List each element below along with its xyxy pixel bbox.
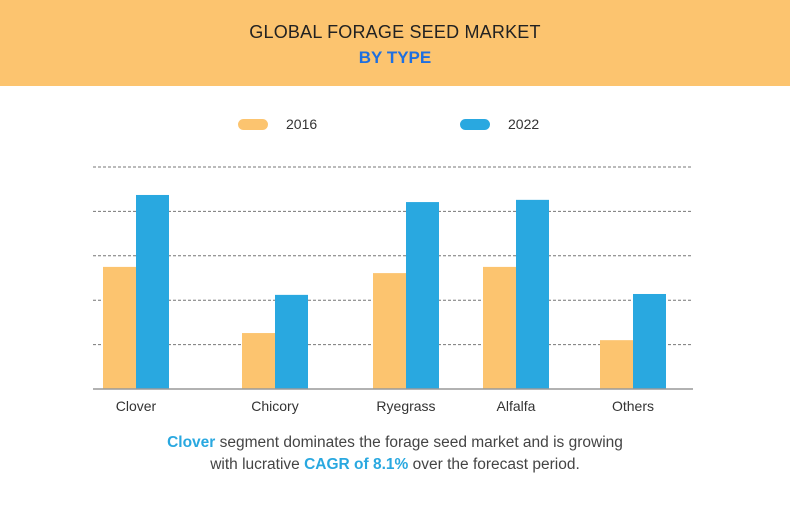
bar-alfalfa-2016 [483, 266, 516, 389]
caption-text: segment dominates the forage seed market… [215, 434, 623, 451]
legend-swatch-2022 [460, 118, 490, 130]
chart-title: GLOBAL FORAGE SEED MARKET [249, 22, 541, 42]
bar-chicory-2016 [242, 333, 275, 389]
x-tick-label: Clover [116, 398, 157, 414]
chart-subtitle: BY TYPE [358, 48, 432, 67]
bar-chart: Clover Chicory Ryegrass Alfalfa Others [93, 166, 693, 414]
x-tick-label: Chicory [251, 398, 298, 414]
bar-alfalfa-2022 [516, 199, 549, 389]
x-tick-label: Alfalfa [497, 398, 536, 414]
legend-swatch-2016 [238, 118, 268, 130]
caption-highlight-cagr: CAGR of 8.1% [304, 456, 409, 473]
bar-chicory-2022 [275, 294, 308, 389]
bar-others-2016 [600, 340, 633, 389]
bar-clover-2016 [103, 266, 136, 389]
legend-item-2022: 2022 [460, 116, 539, 132]
caption-text: over the forecast period. [408, 456, 580, 473]
bar-ryegrass-2022 [406, 202, 439, 389]
x-tick-label: Others [612, 398, 654, 414]
legend-label: 2016 [286, 116, 318, 132]
bar-clover-2022 [136, 194, 169, 389]
chart-caption: Clover segment dominates the forage seed… [0, 432, 790, 476]
x-tick-label: Ryegrass [376, 398, 435, 414]
bar-others-2022 [633, 293, 666, 389]
legend-item-2016: 2016 [238, 116, 317, 132]
caption-text: with lucrative [210, 456, 305, 473]
header-banner: GLOBAL FORAGE SEED MARKET BY TYPE [0, 0, 790, 86]
bar-ryegrass-2016 [373, 273, 406, 389]
legend-label: 2022 [508, 116, 540, 132]
caption-highlight-segment: Clover [167, 434, 216, 451]
